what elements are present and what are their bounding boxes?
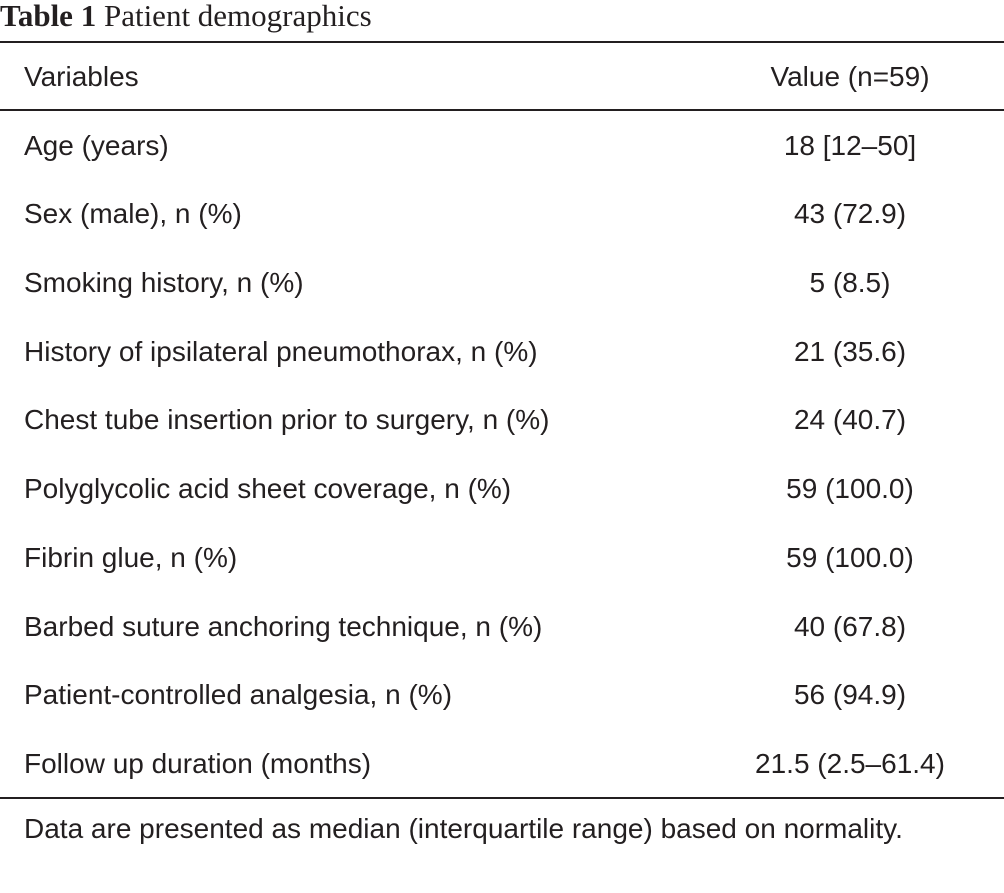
row-variable: Fibrin glue, n (%) (24, 542, 238, 573)
row-variable: Sex (male), n (%) (24, 198, 242, 229)
row-variable: Barbed suture anchoring technique, n (%) (24, 611, 543, 642)
row-value: 24 (40.7) (793, 404, 907, 435)
row-value: 56 (94.9) (793, 679, 907, 710)
row-value: 5 (8.5) (809, 267, 891, 298)
row-value: 59 (100.0) (786, 542, 914, 573)
row-variable: Smoking history, n (%) (24, 267, 304, 298)
row-value: 59 (100.0) (786, 473, 914, 504)
row-value: 40 (67.8) (793, 611, 907, 642)
row-value: 18 [12–50] (783, 130, 917, 161)
table-label: Table 1 (0, 0, 97, 33)
row-value: 21.5 (2.5–61.4) (755, 748, 945, 779)
table-bottom-rule (0, 797, 1004, 799)
header-divider-rule (0, 109, 1004, 111)
row-variable: History of ipsilateral pneumothorax, n (… (24, 336, 538, 367)
table-top-rule (0, 41, 1004, 43)
table-title: Table 1 Patient demographics (0, 0, 372, 36)
column-header-value: Value (n=59) (770, 61, 930, 92)
table-caption: Patient demographics (103, 0, 372, 33)
row-variable: Chest tube insertion prior to surgery, n… (24, 404, 550, 435)
table-footnote: Data are presented as median (interquart… (24, 813, 903, 844)
row-variable: Follow up duration (months) (24, 748, 372, 779)
row-variable: Patient-controlled analgesia, n (%) (24, 679, 453, 710)
row-value: 43 (72.9) (793, 198, 907, 229)
column-header-variables: Variables (24, 61, 139, 92)
row-value: 21 (35.6) (793, 336, 907, 367)
row-variable: Polyglycolic acid sheet coverage, n (%) (24, 473, 512, 504)
row-variable: Age (years) (24, 130, 169, 161)
